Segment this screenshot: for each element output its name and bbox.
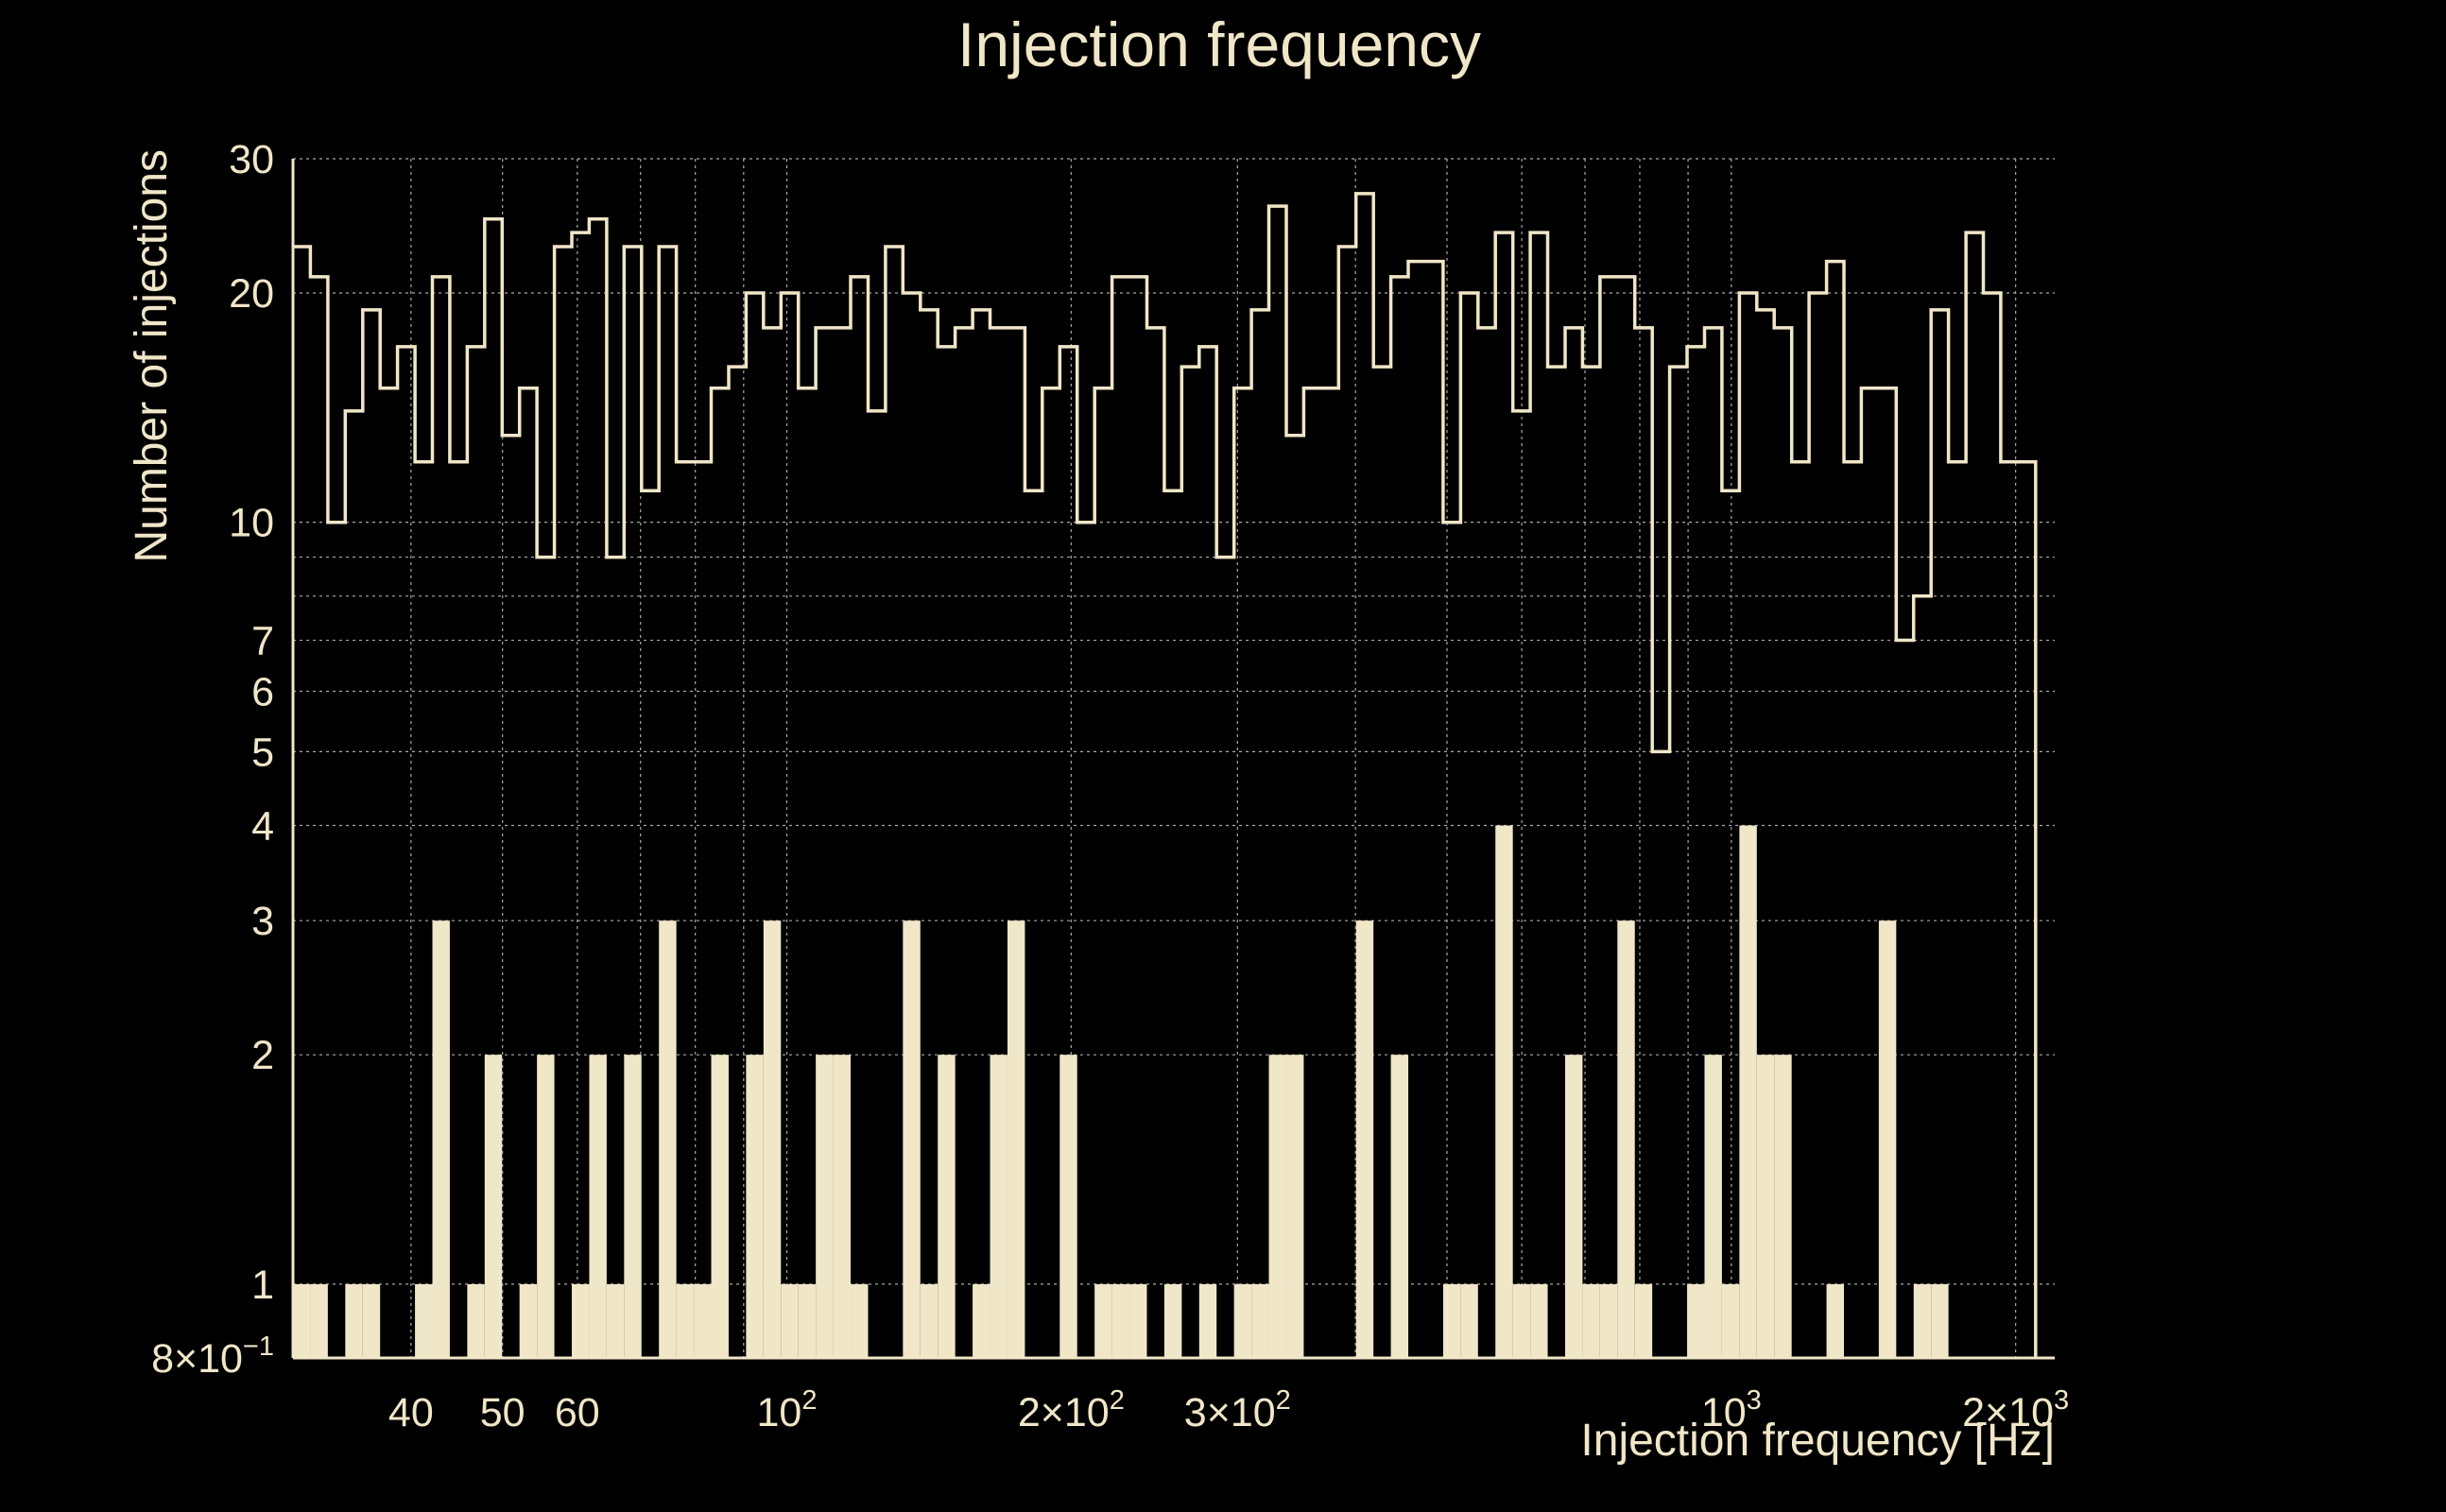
histogram-bar xyxy=(589,1055,607,1358)
y-tick-label: 4 xyxy=(251,803,274,849)
y-tick-label: 7 xyxy=(251,619,274,664)
histogram-bar xyxy=(676,1283,695,1358)
x-axis-label: Injection frequency [Hz] xyxy=(1580,1416,2055,1466)
histogram-bar xyxy=(293,1283,311,1358)
filled-bars-series xyxy=(293,825,1949,1358)
histogram-bar xyxy=(938,1055,956,1358)
histogram-bar xyxy=(1355,920,1374,1358)
histogram-bar xyxy=(345,1283,363,1358)
histogram-bar xyxy=(920,1283,939,1358)
y-tick-label: 2 xyxy=(251,1033,274,1078)
histogram-bar xyxy=(1931,1283,1949,1358)
x-tick-label: 3×102 xyxy=(1184,1385,1291,1435)
histogram-bar xyxy=(781,1283,799,1358)
histogram-bar xyxy=(973,1283,990,1358)
histogram-bar xyxy=(1774,1055,1792,1358)
x-tick-label: 103 xyxy=(1701,1385,1762,1435)
x-tick-label: 60 xyxy=(555,1390,600,1435)
axes-frame xyxy=(291,159,2055,1360)
histogram-bar xyxy=(572,1283,590,1358)
histogram-bar xyxy=(484,1055,503,1358)
histogram-bar xyxy=(1878,920,1897,1358)
step-outline-line xyxy=(293,192,2038,1358)
histogram-bar xyxy=(1111,1283,1130,1358)
histogram-bar xyxy=(798,1283,817,1358)
chart-title: Injection frequency xyxy=(957,9,1481,79)
x-axis-ticks: 40 50 60 102 2×102 3×102 103 2×103 xyxy=(388,1385,2069,1435)
histogram-bar xyxy=(1634,1283,1653,1358)
histogram-bar xyxy=(1721,1283,1740,1358)
y-axis-label: Number of injections xyxy=(127,149,177,563)
histogram-bar xyxy=(1756,1055,1775,1358)
histogram-bar xyxy=(1582,1283,1600,1358)
y-tick-label: 20 xyxy=(229,271,274,317)
histogram-bar xyxy=(1268,1055,1286,1358)
x-tick-label: 102 xyxy=(757,1385,818,1435)
x-tick-label: 2×102 xyxy=(1018,1385,1125,1435)
histogram-bar xyxy=(1826,1283,1844,1358)
histogram-bar xyxy=(990,1055,1008,1358)
histogram-bar xyxy=(537,1055,555,1358)
x-tick-label: 50 xyxy=(480,1390,525,1435)
y-axis-ticks: 8×10−1 1 2 3 4 5 6 7 10 20 30 xyxy=(151,137,274,1382)
histogram-bar xyxy=(1687,1283,1705,1358)
y-tick-label: 5 xyxy=(251,730,274,775)
histogram-bar xyxy=(833,1055,852,1358)
histogram-bar xyxy=(310,1283,328,1358)
histogram-bar xyxy=(1198,1283,1217,1358)
grid-layer xyxy=(292,158,2055,1359)
y-tick-label: 6 xyxy=(251,670,274,715)
histogram-bar xyxy=(1913,1283,1932,1358)
histogram-bar xyxy=(1007,920,1025,1358)
histogram-bar xyxy=(1129,1283,1147,1358)
histogram-bar xyxy=(1094,1283,1112,1358)
y-tick-label: 8×10−1 xyxy=(151,1332,274,1382)
step-outline-series xyxy=(293,192,2038,1358)
histogram-bar xyxy=(711,1055,729,1358)
histogram-bar xyxy=(432,920,450,1358)
histogram-bar xyxy=(816,1055,834,1358)
histogram-bar xyxy=(467,1283,485,1358)
histogram-bar xyxy=(1285,1055,1304,1358)
histogram-bar xyxy=(1704,1055,1722,1358)
histogram-bar xyxy=(1564,1055,1583,1358)
histogram-bar xyxy=(1495,825,1513,1358)
histogram-bar xyxy=(606,1283,625,1358)
histogram-bar xyxy=(1163,1283,1182,1358)
histogram-bar xyxy=(1739,825,1757,1358)
histogram-bar xyxy=(1390,1055,1409,1358)
histogram-bar xyxy=(1617,920,1635,1358)
histogram-bar xyxy=(746,1055,764,1358)
histogram-bar xyxy=(694,1283,712,1358)
histogram-bar xyxy=(1460,1283,1478,1358)
histogram-bar xyxy=(851,1283,869,1358)
x-tick-label: 40 xyxy=(388,1390,434,1435)
histogram-bar xyxy=(415,1283,433,1358)
y-tick-label: 10 xyxy=(229,501,274,546)
histogram-bar xyxy=(903,920,921,1358)
histogram-bar xyxy=(1599,1283,1618,1358)
histogram-bar xyxy=(1530,1283,1548,1358)
histogram-bar xyxy=(1512,1283,1531,1358)
histogram-bar xyxy=(362,1283,381,1358)
histogram-bar xyxy=(519,1283,538,1358)
histogram-bar xyxy=(1233,1283,1252,1358)
y-tick-label: 1 xyxy=(251,1263,274,1308)
x-tick-label: 2×103 xyxy=(1962,1385,2069,1435)
histogram-bar xyxy=(1059,1055,1077,1358)
histogram-bar xyxy=(624,1055,642,1358)
y-tick-label: 30 xyxy=(229,137,274,182)
y-tick-label: 3 xyxy=(251,899,274,944)
histogram-bar xyxy=(763,920,782,1358)
histogram-bar xyxy=(1251,1283,1269,1358)
histogram-bar xyxy=(659,920,677,1358)
histogram-bar xyxy=(1442,1283,1461,1358)
